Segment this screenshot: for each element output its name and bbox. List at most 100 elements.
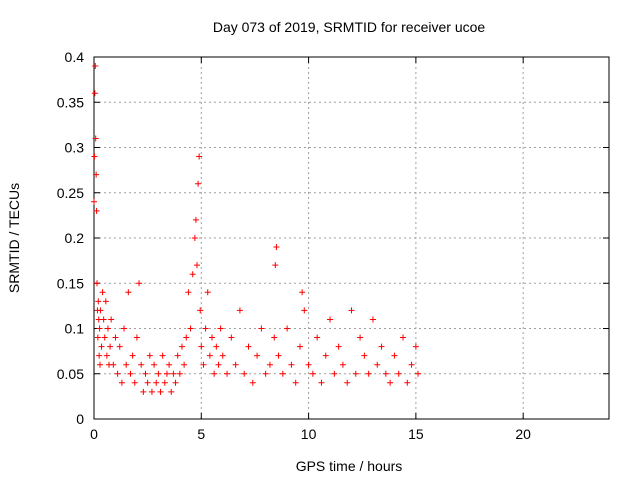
data-point	[144, 379, 151, 386]
data-point	[151, 361, 158, 368]
data-point	[331, 370, 338, 377]
data-point	[185, 289, 192, 296]
data-point	[136, 280, 143, 287]
data-point	[219, 352, 226, 359]
data-point	[299, 289, 306, 296]
data-point	[101, 334, 108, 341]
data-point	[352, 370, 359, 377]
data-point	[309, 370, 316, 377]
y-tick-label: 0.4	[65, 49, 85, 65]
data-point	[272, 262, 279, 269]
data-point	[166, 361, 173, 368]
data-point	[161, 379, 168, 386]
data-point	[387, 379, 394, 386]
data-point	[213, 343, 220, 350]
data-point	[335, 343, 342, 350]
data-point	[140, 388, 147, 395]
data-point	[123, 361, 130, 368]
data-point	[107, 343, 114, 350]
data-point	[273, 244, 280, 251]
data-point	[108, 316, 115, 323]
data-point	[92, 63, 99, 70]
x-axis-label: GPS time / hours	[296, 458, 403, 474]
data-point	[93, 171, 100, 178]
data-point	[97, 307, 104, 314]
data-point	[318, 379, 325, 386]
y-tick-label: 0.2	[65, 230, 85, 246]
data-point	[133, 334, 140, 341]
data-point	[224, 370, 231, 377]
data-point	[378, 343, 385, 350]
data-point	[415, 370, 422, 377]
data-point	[200, 361, 207, 368]
data-point	[305, 361, 312, 368]
data-point	[404, 379, 411, 386]
data-point	[94, 280, 101, 287]
data-point	[197, 307, 204, 314]
data-point	[215, 361, 222, 368]
data-point	[408, 361, 415, 368]
data-point	[245, 343, 252, 350]
data-point	[198, 343, 205, 350]
data-point	[192, 216, 199, 223]
data-point	[96, 352, 103, 359]
data-point	[92, 135, 99, 142]
data-point	[348, 307, 355, 314]
data-point	[275, 352, 282, 359]
y-tick-label: 0.35	[57, 94, 84, 110]
y-axis-label: SRMTID / TECUs	[6, 183, 22, 293]
data-point	[339, 361, 346, 368]
data-point	[155, 370, 162, 377]
data-point	[172, 379, 179, 386]
data-point	[241, 370, 248, 377]
data-point	[157, 388, 164, 395]
data-point	[395, 370, 402, 377]
data-point	[168, 388, 175, 395]
data-point	[95, 298, 102, 305]
data-point	[99, 289, 106, 296]
data-point	[118, 379, 125, 386]
data-point	[202, 325, 209, 332]
chart-title: Day 073 of 2019, SRMTID for receiver uco…	[213, 19, 486, 35]
data-point	[412, 343, 419, 350]
data-point	[262, 370, 269, 377]
data-point	[314, 334, 321, 341]
data-point	[217, 325, 224, 332]
data-point	[100, 316, 107, 323]
data-point	[327, 316, 334, 323]
data-point	[297, 343, 303, 350]
data-point	[110, 361, 117, 368]
data-point	[129, 352, 136, 359]
data-point	[382, 370, 389, 377]
data-point	[232, 361, 239, 368]
data-point	[189, 271, 196, 278]
data-point	[196, 153, 203, 160]
data-point	[236, 307, 243, 314]
x-tick-label: 15	[408, 426, 424, 442]
data-point	[97, 361, 104, 368]
data-point	[93, 207, 100, 214]
x-tick-label: 20	[515, 426, 531, 442]
data-point	[91, 90, 98, 97]
data-point	[194, 262, 200, 269]
data-point	[266, 361, 273, 368]
data-point	[112, 334, 119, 341]
data-point	[176, 370, 183, 377]
data-point	[159, 352, 166, 359]
y-tick-label: 0.05	[57, 366, 84, 382]
data-point	[146, 352, 153, 359]
data-point	[249, 379, 256, 386]
data-point	[98, 343, 105, 350]
data-point	[195, 180, 202, 187]
data-point	[391, 352, 398, 359]
data-point	[357, 334, 364, 341]
data-point	[292, 379, 299, 386]
data-point	[102, 298, 109, 305]
data-point	[365, 370, 372, 377]
data-point	[116, 343, 123, 350]
data-point	[322, 352, 329, 359]
y-tick-label: 0	[76, 411, 84, 427]
data-point	[170, 370, 177, 377]
data-point	[91, 198, 97, 205]
